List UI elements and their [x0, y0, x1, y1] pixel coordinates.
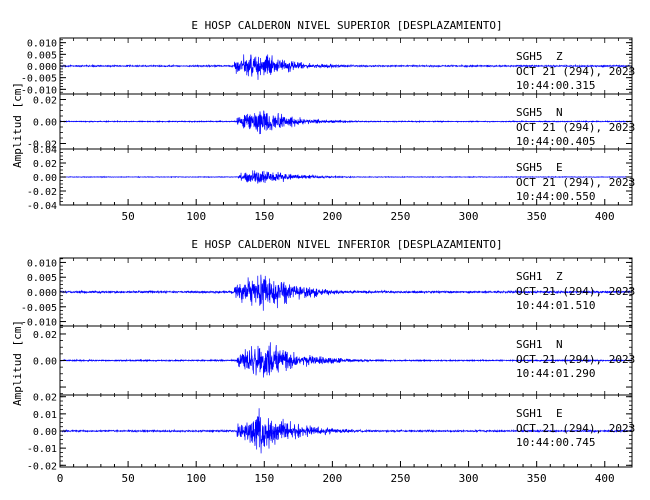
y-tick-label: 0.00 [33, 173, 57, 184]
date-label: OCT 21 (294), 2023 [516, 285, 635, 298]
y-tick-label: -0.010 [21, 318, 57, 329]
station-label: SGH1 [516, 338, 543, 351]
x-axis: 0 50 100 150 200 250 300 350 400 [57, 258, 633, 485]
waveform-line [59, 408, 633, 454]
station-label: SGH5 [516, 106, 543, 119]
x-tick-label: 350 [527, 210, 547, 223]
date-label: OCT 21 (294), 2023 [516, 65, 635, 78]
time-label: 10:44:00.315 [516, 79, 595, 92]
date-label: OCT 21 (294), 2023 [516, 176, 635, 189]
x-tick-label: 300 [459, 210, 479, 223]
y-tick-label: 0.02 [33, 159, 57, 170]
x-tick-label: 400 [595, 210, 615, 223]
x-tick-label: 300 [459, 472, 479, 485]
x-axis: 50 100 150 200 250 300 350 400 [73, 38, 633, 223]
x-tick-label: 400 [595, 472, 615, 485]
time-label: 10:44:00.745 [516, 436, 595, 449]
time-label: 10:44:01.510 [516, 299, 595, 312]
station-label: SGH1 [516, 270, 543, 283]
y-tick-label: -0.01 [27, 444, 57, 455]
waveform-line [59, 110, 633, 135]
y-tick-label: 0.000 [27, 288, 57, 299]
y-tick-label: -0.02 [27, 187, 57, 198]
y-tick-label: 0.02 [33, 330, 57, 341]
y-tick-label: -0.005 [21, 303, 57, 314]
y-tick-label: 0.00 [33, 427, 57, 438]
trace-sgh5-e: -0.04 -0.02 0.00 0.02 0.04 SGH5 E OCT 21 (294),… [27, 145, 635, 212]
y-tick-label: -0.010 [21, 85, 57, 96]
y-tick-label: -0.02 [27, 461, 57, 472]
panel-nivel-inferior: E HOSP CALDERON NIVEL INFERIOR [DESPLAZA… [11, 238, 635, 485]
time-label: 10:44:00.550 [516, 190, 595, 203]
component-label: E [556, 161, 563, 174]
x-tick-label: 100 [186, 472, 206, 485]
time-label: 10:44:01.290 [516, 367, 595, 380]
panel-title: E HOSP CALDERON NIVEL SUPERIOR [DESPLAZA… [191, 19, 502, 32]
y-tick-label: 0.01 [33, 410, 57, 421]
waveform-line [59, 54, 633, 80]
x-tick-label: 50 [121, 472, 134, 485]
y-tick-label: 0.005 [27, 50, 57, 61]
trace-group: -0.010 -0.005 0.000 0.005 0.010 SGH1 Z OCT 21 (… [21, 257, 635, 473]
y-tick-label: -0.04 [27, 201, 57, 212]
trace-sgh1-n: 0.00 0.02 SGH1 N OCT 21 (294), 202310:44:01.… [33, 325, 635, 396]
trace-sgh5-n: -0.02 0.00 0.02 SGH5 N OCT 21 (294), 202310:4… [27, 93, 635, 151]
y-axis-label: Amplitud [cm] [11, 82, 24, 168]
y-axis-label: Amplitud [cm] [11, 320, 24, 406]
y-tick-label: 0.000 [27, 62, 57, 73]
waveform-line [59, 342, 633, 378]
panel-title: E HOSP CALDERON NIVEL INFERIOR [DESPLAZA… [191, 238, 502, 251]
y-tick-label: 0.00 [33, 118, 57, 129]
x-tick-label: 150 [254, 210, 274, 223]
component-label: Z [556, 270, 563, 283]
x-tick-label: 100 [186, 210, 206, 223]
x-tick-label: 200 [322, 472, 342, 485]
station-label: SGH5 [516, 161, 543, 174]
y-tick-label: 0.02 [33, 96, 57, 107]
x-tick-label: 250 [391, 472, 411, 485]
x-tick-label: 50 [121, 210, 134, 223]
y-tick-label: 0.010 [27, 39, 57, 50]
y-tick-label: 0.010 [27, 258, 57, 269]
date-label: OCT 21 (294), 2023 [516, 353, 635, 366]
time-label: 10:44:00.405 [516, 135, 595, 148]
y-tick-label: 0.00 [33, 357, 57, 368]
x-tick-label: 0 [57, 472, 64, 485]
x-tick-label: 350 [527, 472, 547, 485]
station-label: SGH1 [516, 407, 543, 420]
date-label: OCT 21 (294), 2023 [516, 121, 635, 134]
date-label: OCT 21 (294), 2023 [516, 422, 635, 435]
panel-nivel-superior: E HOSP CALDERON NIVEL SUPERIOR [DESPLAZA… [11, 19, 635, 223]
x-tick-label: 250 [391, 210, 411, 223]
y-tick-label: 0.04 [33, 145, 57, 156]
y-tick-label: -0.02 [27, 140, 57, 151]
x-tick-label: 200 [322, 210, 342, 223]
waveform-line [59, 274, 633, 311]
component-label: N [556, 106, 563, 119]
trace-sgh1-e: -0.02 -0.01 0.00 0.01 0.02 SGH1 E OCT 21 (294),… [27, 393, 635, 473]
x-tick-label: 150 [254, 472, 274, 485]
y-tick-label: 0.005 [27, 273, 57, 284]
station-label: SGH5 [516, 50, 543, 63]
component-label: Z [556, 50, 563, 63]
waveform-line [59, 170, 633, 184]
trace-sgh1-z: -0.010 -0.005 0.000 0.005 0.010 SGH1 Z OCT 21 (… [21, 257, 635, 329]
component-label: E [556, 407, 563, 420]
y-tick-label: 0.02 [33, 393, 57, 404]
y-tick-label: -0.005 [21, 74, 57, 85]
component-label: N [556, 338, 563, 351]
